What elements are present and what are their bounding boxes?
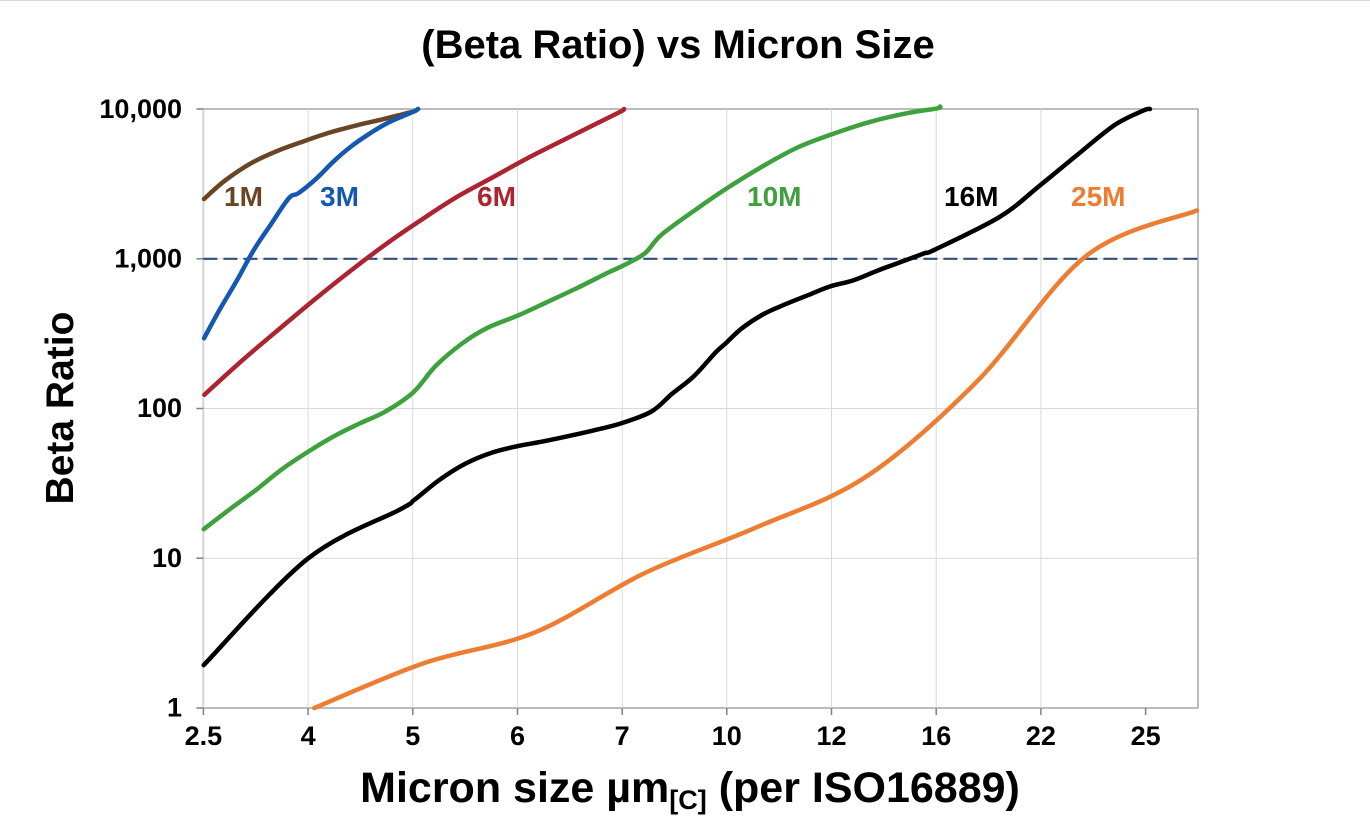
svg-text:6: 6 bbox=[510, 721, 525, 751]
svg-text:2.5: 2.5 bbox=[185, 721, 223, 751]
svg-text:5: 5 bbox=[405, 721, 420, 751]
svg-text:10,000: 10,000 bbox=[99, 94, 182, 124]
svg-text:Beta Ratio: Beta Ratio bbox=[39, 312, 82, 505]
svg-text:3M: 3M bbox=[320, 181, 359, 212]
svg-text:1M: 1M bbox=[224, 181, 263, 212]
svg-text:10: 10 bbox=[152, 543, 182, 573]
svg-text:10M: 10M bbox=[747, 181, 801, 212]
svg-text:7: 7 bbox=[615, 721, 630, 751]
svg-text:4: 4 bbox=[301, 721, 316, 751]
svg-text:16M: 16M bbox=[944, 181, 998, 212]
svg-text:1,000: 1,000 bbox=[114, 244, 182, 274]
svg-text:Micron size µm[C] (per ISO1688: Micron size µm[C] (per ISO16889) bbox=[360, 764, 1020, 815]
svg-text:25: 25 bbox=[1131, 721, 1161, 751]
svg-text:16: 16 bbox=[921, 721, 951, 751]
svg-text:10: 10 bbox=[712, 721, 742, 751]
svg-text:100: 100 bbox=[137, 393, 182, 423]
svg-text:1: 1 bbox=[167, 693, 182, 723]
svg-text:12: 12 bbox=[816, 721, 846, 751]
svg-text:22: 22 bbox=[1026, 721, 1056, 751]
svg-text:6M: 6M bbox=[477, 181, 516, 212]
svg-text:25M: 25M bbox=[1071, 181, 1125, 212]
svg-text:(Beta Ratio) vs Micron Size: (Beta Ratio) vs Micron Size bbox=[421, 23, 934, 67]
